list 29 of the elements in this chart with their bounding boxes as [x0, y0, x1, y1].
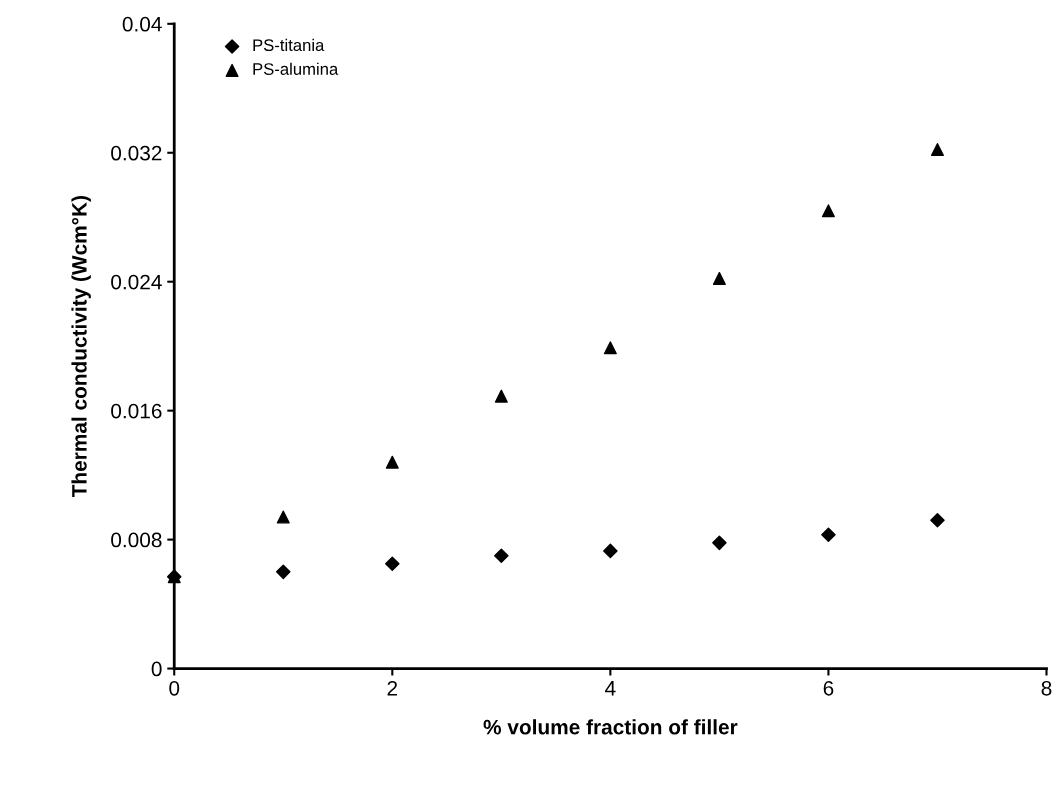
- x-tick-label: 8: [1041, 680, 1052, 696]
- y-tick-label: 0.024: [111, 274, 162, 290]
- x-tick-label: 0: [169, 680, 180, 696]
- point: [603, 341, 617, 355]
- point: [494, 548, 509, 564]
- y-tick-label: 0: [151, 661, 162, 677]
- point: [930, 143, 944, 157]
- point: [275, 564, 291, 580]
- y-axis-title: Thermal conductivity (Wcm°K): [71, 196, 91, 498]
- y-tick-label: 0.016: [111, 403, 162, 419]
- legend-label: PS-alumina: [253, 62, 339, 75]
- point: [385, 556, 400, 572]
- y-tick-label: 0.04: [122, 16, 162, 32]
- y-tick-label: 0.032: [111, 145, 162, 161]
- x-tick-label: 2: [387, 680, 398, 696]
- point: [385, 455, 399, 469]
- point: [494, 389, 508, 403]
- point: [930, 512, 945, 528]
- x-tick-label: 4: [605, 681, 616, 696]
- point: [712, 271, 726, 285]
- y-tick-label: 0.008: [111, 532, 162, 548]
- legend-label: PS-titania: [253, 38, 325, 52]
- point: [276, 510, 290, 524]
- x-tick-label: 6: [823, 680, 834, 696]
- point: [712, 535, 727, 551]
- x-axis-title: % volume fraction of filler: [483, 719, 738, 735]
- point: [821, 527, 836, 543]
- point: [821, 204, 835, 218]
- point: [603, 543, 618, 559]
